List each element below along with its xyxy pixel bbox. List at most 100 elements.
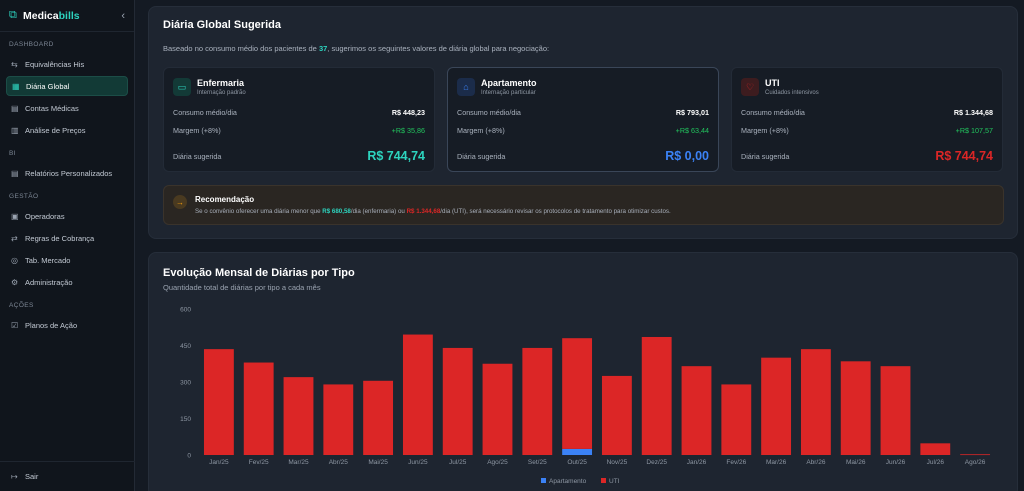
legend-swatch bbox=[601, 478, 606, 483]
calendar-icon: ▦ bbox=[12, 81, 20, 91]
bar-uti bbox=[681, 366, 712, 455]
panel-description: Baseado no consumo médio dos pacientes d… bbox=[163, 44, 550, 53]
sidebar-item-analise-precos[interactable]: ▥ Análise de Preços bbox=[6, 120, 128, 140]
sidebar-item-equivalencias[interactable]: ⇆ Equivalências His bbox=[6, 54, 128, 74]
consumo-row: Consumo médio/dia R$ 793,01 bbox=[457, 108, 709, 117]
card-enfermaria[interactable]: ▭ Enfermaria Internação padrão Consumo m… bbox=[163, 67, 435, 172]
sidebar-item-operadoras[interactable]: ▣ Operadoras bbox=[6, 206, 128, 226]
diarias-bar-chart: 0 150 300 450 600 Jan/25 Fev/25 Mar/25 Abr/25 Mai… bbox=[180, 307, 991, 485]
bar-uti bbox=[840, 361, 871, 455]
bar-uti bbox=[203, 349, 234, 455]
x-tick-label: Fev/25 bbox=[249, 459, 269, 466]
threshold-enfermaria: R$ 680,58 bbox=[322, 208, 351, 215]
bed-icon: ▭ bbox=[173, 78, 191, 96]
sidebar-item-diaria-global[interactable]: ▦ Diária Global bbox=[6, 76, 128, 96]
chart-icon: ▥ bbox=[11, 125, 19, 135]
section-label-gestao: GESTÃO bbox=[9, 193, 39, 200]
y-tick-label: 0 bbox=[187, 453, 191, 460]
bar-apartamento bbox=[562, 448, 593, 455]
consumo-value: R$ 1.344,68 bbox=[953, 108, 993, 117]
rules-icon: ⇄ bbox=[11, 233, 18, 243]
bar-uti bbox=[363, 380, 394, 455]
evolucao-panel: Evolução Mensal de Diárias por Tipo Quan… bbox=[148, 252, 1018, 491]
heart-icon: ♡ bbox=[741, 78, 759, 96]
bar-uti bbox=[562, 338, 593, 449]
sidebar-item-relatorios[interactable]: ▤ Relatórios Personalizados bbox=[6, 163, 128, 183]
sidebar-item-label: Análise de Preços bbox=[25, 125, 86, 135]
sidebar-item-label: Equivalências His bbox=[25, 59, 85, 69]
y-tick-label: 600 bbox=[180, 307, 191, 314]
bar-uti bbox=[283, 377, 314, 455]
building-icon: ▣ bbox=[11, 211, 19, 221]
x-tick-label: Ago/26 bbox=[965, 459, 986, 466]
collapse-sidebar-icon[interactable]: ‹ bbox=[121, 9, 125, 22]
x-tick-label: Set/25 bbox=[528, 459, 547, 466]
x-tick-label: Dez/25 bbox=[646, 459, 667, 466]
database-icon: ◎ bbox=[11, 255, 18, 265]
sidebar-item-planos-acao[interactable]: ☑ Planos de Ação bbox=[6, 315, 128, 335]
bar-uti bbox=[920, 443, 951, 455]
bar-uti bbox=[442, 347, 473, 455]
x-tick-label: Mai/26 bbox=[846, 459, 866, 466]
sidebar-item-contas-medicas[interactable]: ▤ Contas Médicas bbox=[6, 98, 128, 118]
sidebar-item-administracao[interactable]: ⚙ Administração bbox=[6, 272, 128, 292]
report-icon: ▤ bbox=[11, 168, 19, 178]
margem-row: Margem (+8%) +R$ 35,86 bbox=[173, 126, 425, 135]
bar-uti bbox=[880, 366, 911, 455]
x-tick-label: Out/25 bbox=[567, 459, 587, 466]
chart-title: Evolução Mensal de Diárias por Tipo bbox=[163, 267, 355, 279]
x-tick-label: Jan/26 bbox=[687, 459, 707, 466]
diaria-global-panel: Diária Global Sugerida Baseado no consum… bbox=[148, 6, 1018, 239]
bar-uti bbox=[761, 357, 792, 455]
sidebar-item-label: Operadoras bbox=[25, 211, 65, 221]
x-tick-label: Jul/26 bbox=[927, 459, 945, 466]
card-title: UTI bbox=[765, 78, 780, 88]
margem-value: +R$ 63,44 bbox=[675, 126, 709, 135]
card-subtitle: Internação padrão bbox=[197, 90, 246, 96]
x-tick-label: Jan/25 bbox=[209, 459, 229, 466]
sidebar-item-label: Tab. Mercado bbox=[25, 255, 71, 265]
sidebar-item-label: Contas Médicas bbox=[25, 103, 79, 113]
consumo-value: R$ 793,01 bbox=[675, 108, 709, 117]
brand-name: Medicabills bbox=[23, 9, 80, 22]
card-subtitle: Cuidados intensivos bbox=[765, 90, 819, 96]
sidebar-footer: ↦ Sair bbox=[0, 461, 135, 491]
recommendation-title: Recomendação bbox=[195, 195, 255, 204]
bar-uti bbox=[721, 384, 752, 455]
home-icon: ⌂ bbox=[457, 78, 475, 96]
patients-count: 37 bbox=[318, 44, 328, 53]
logout-label: Sair bbox=[25, 472, 39, 481]
checklist-icon: ☑ bbox=[11, 320, 19, 330]
sugerida-row: Diária sugerida R$ 744,74 bbox=[741, 149, 993, 163]
card-uti[interactable]: ♡ UTI Cuidados intensivos Consumo médio/… bbox=[731, 67, 1003, 172]
card-subtitle: Internação particular bbox=[481, 90, 536, 96]
card-apartamento[interactable]: ⌂ Apartamento Internação particular Cons… bbox=[447, 67, 719, 172]
bar-uti bbox=[601, 375, 632, 455]
sidebar-item-label: Diária Global bbox=[26, 81, 70, 91]
logout-button[interactable]: ↦ Sair bbox=[6, 467, 106, 487]
x-tick-label: Mai/25 bbox=[368, 459, 388, 466]
x-tick-label: Jul/25 bbox=[449, 459, 467, 466]
brand-header: ⧉ Medicabills ‹ bbox=[0, 0, 134, 32]
sidebar-item-tab-mercado[interactable]: ◎ Tab. Mercado bbox=[6, 250, 128, 270]
legend-label: UTI bbox=[609, 478, 620, 485]
margem-value: +R$ 35,86 bbox=[391, 126, 425, 135]
x-tick-label: Abr/25 bbox=[329, 459, 349, 466]
y-tick-label: 150 bbox=[180, 416, 191, 423]
bar-uti bbox=[641, 336, 672, 455]
y-tick-label: 450 bbox=[180, 343, 191, 350]
recommendation-box: → Recomendação Se o convênio oferecer um… bbox=[163, 185, 1004, 225]
sugerida-value: R$ 744,74 bbox=[935, 149, 993, 163]
y-tick-label: 300 bbox=[180, 380, 191, 387]
consumo-value: R$ 448,23 bbox=[391, 108, 425, 117]
bar-uti bbox=[243, 362, 274, 455]
margem-row: Margem (+8%) +R$ 107,57 bbox=[741, 126, 993, 135]
sidebar-item-regras-cobranca[interactable]: ⇄ Regras de Cobrança bbox=[6, 228, 128, 248]
x-tick-label: Fev/26 bbox=[726, 459, 746, 466]
bar-uti bbox=[323, 384, 354, 455]
sidebar-item-label: Relatórios Personalizados bbox=[25, 168, 113, 178]
card-title: Enfermaria bbox=[197, 78, 245, 88]
sugerida-row: Diária sugerida R$ 744,74 bbox=[173, 149, 425, 163]
recommendation-text: Se o convênio oferecer uma diária menor … bbox=[195, 208, 671, 215]
margem-value: +R$ 107,57 bbox=[955, 126, 993, 135]
